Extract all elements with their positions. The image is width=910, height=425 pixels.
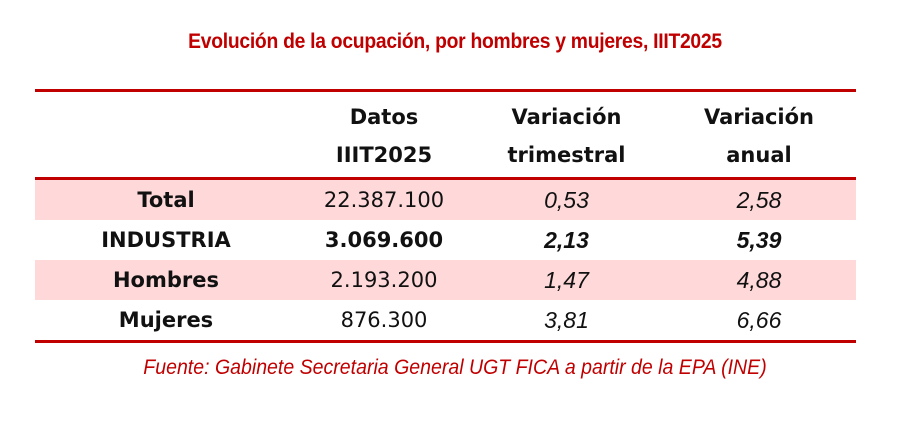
header-anual-line2: anual (726, 142, 792, 167)
row-datos: 2.193.200 (330, 268, 438, 292)
header-rule (35, 177, 856, 180)
table-row-industria: INDUSTRIA 3.069.600 2,13 5,39 (35, 220, 856, 260)
row-datos: 876.300 (340, 308, 428, 332)
table-title: Evolución de la ocupación, por hombres y… (188, 30, 722, 53)
row-var-trimestral: 3,81 (544, 306, 589, 333)
header-anual-line1: Variación (703, 104, 815, 129)
row-var-trimestral: 0,53 (544, 186, 589, 213)
table-row-hombres: Hombres 2.193.200 1,47 4,88 (35, 260, 856, 300)
table-row-total: Total 22.387.100 0,53 2,58 (35, 180, 856, 220)
row-var-trimestral: 2,13 (544, 226, 589, 253)
row-datos: 22.387.100 (323, 188, 445, 212)
header-datos-line1: Datos (349, 104, 419, 129)
row-var-trimestral: 1,47 (544, 266, 589, 293)
bottom-rule (35, 340, 856, 343)
table-row-mujeres: Mujeres 876.300 3,81 6,66 (35, 300, 856, 340)
employment-table: Datos IIIT2025 Variación trimestral Vari… (35, 89, 856, 343)
header-trimestral-line1: Variación (511, 104, 622, 129)
header-variacion-trimestral: Variación trimestral (471, 92, 662, 177)
header-variacion-anual: Variación anual (662, 92, 856, 177)
row-var-anual: 6,66 (736, 306, 782, 333)
row-var-anual: 4,88 (736, 266, 782, 293)
top-rule (35, 89, 856, 92)
row-label: INDUSTRIA (101, 228, 231, 252)
header-datos-line2: IIIT2025 (335, 142, 433, 167)
row-label: Mujeres (118, 308, 214, 332)
row-datos: 3.069.600 (324, 228, 444, 252)
header-trimestral-line2: trimestral (507, 142, 626, 167)
header-row: Datos IIIT2025 Variación trimestral Vari… (35, 92, 856, 177)
row-label: Total (137, 188, 195, 212)
header-label-column (35, 92, 297, 177)
row-label: Hombres (112, 268, 219, 292)
row-var-anual: 5,39 (736, 226, 782, 253)
header-datos: Datos IIIT2025 (297, 92, 471, 177)
source-note: Fuente: Gabinete Secretaria General UGT … (143, 356, 767, 379)
row-var-anual: 2,58 (736, 186, 782, 213)
